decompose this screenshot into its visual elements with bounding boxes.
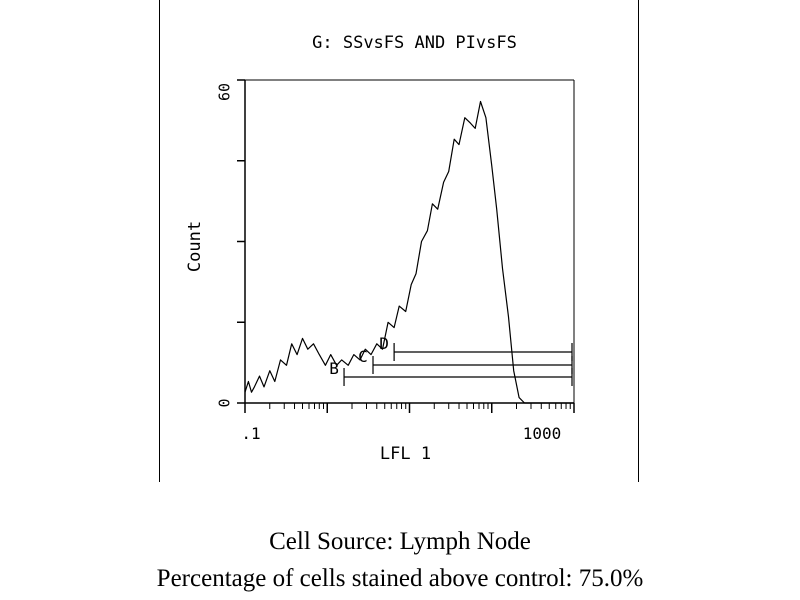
marker-label-d: D [379, 334, 389, 353]
y-axis-label: Count [185, 221, 205, 272]
histogram-chart: G: SSvsFS AND PIvsFS 0 60 .1 1000 LFL 1 Count B… [185, 33, 575, 464]
y-tick-label: 60 [216, 83, 234, 101]
chart-panel: G: SSvsFS AND PIvsFS 0 60 .1 1000 LFL 1 Count B… [159, 0, 639, 482]
cell-source-caption: Cell Source: Lymph Node [269, 528, 531, 555]
chart-title: G: SSvsFS AND PIvsFS [312, 33, 517, 53]
marker-label-b: B [329, 359, 339, 378]
y-tick-label: 0 [216, 398, 234, 407]
histogram-series-line [244, 100, 574, 404]
percentage-caption: Percentage of cells stained above contro… [156, 565, 644, 592]
x-tick-label: 1000 [523, 424, 562, 443]
marker-label-c: C [358, 347, 368, 366]
x-axis-label: LFL 1 [380, 444, 431, 464]
x-tick-label: .1 [241, 424, 260, 443]
